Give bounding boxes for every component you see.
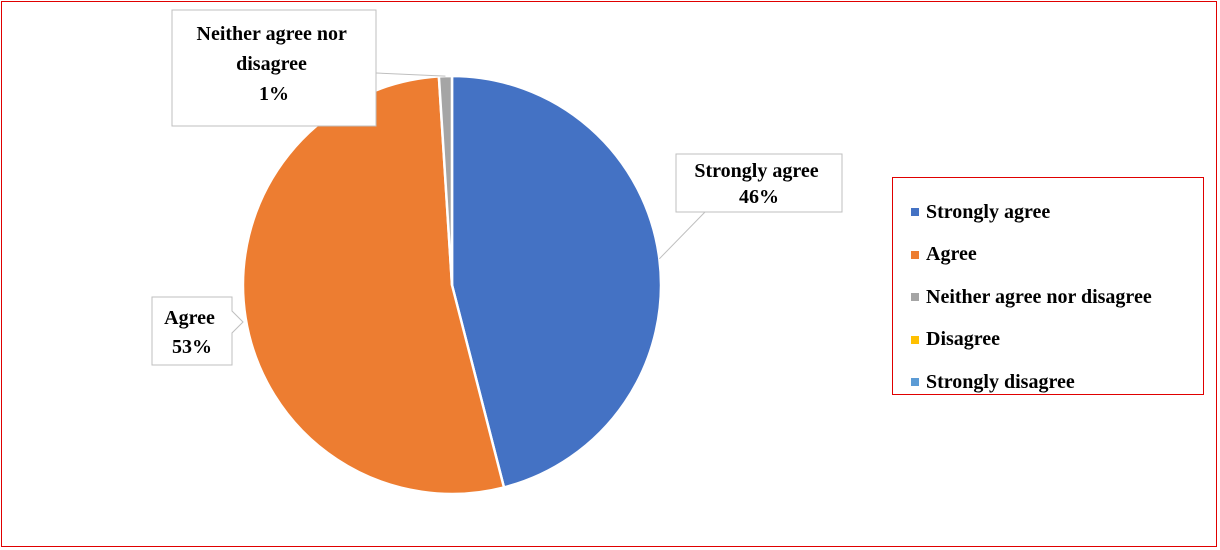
legend-swatch-strongly-disagree [911, 378, 919, 387]
legend: Strongly agree Agree Neither agree nor d… [892, 177, 1204, 395]
leader-lines [375, 72, 706, 260]
data-label-neither-line2: disagree [236, 53, 307, 75]
svg-text:Neither agree nor disagr: Neither agree nor disagree 1% [197, 23, 352, 105]
legend-label-strongly-disagree: Strongly disagree [926, 370, 1075, 393]
legend-swatch-neither [911, 293, 919, 302]
legend-item-neither: Neither agree nor disagree [911, 276, 1203, 319]
leader-line-strongly-agree [658, 211, 706, 260]
legend-swatch-disagree [911, 335, 919, 344]
data-label-strongly-agree-box [675, 153, 843, 213]
legend-item-disagree: Disagree [911, 319, 1203, 362]
svg-text:Agree 53%: Agree 53% [164, 307, 220, 358]
legend-label-strongly-agree: Strongly agree [926, 200, 1051, 223]
legend-label-neither: Neither agree nor disagree [926, 285, 1152, 308]
legend-item-strongly-disagree: Strongly disagree [911, 361, 1203, 404]
data-label-strongly-agree-line2: 46% [739, 186, 779, 208]
legend-swatch-strongly-agree [911, 208, 919, 217]
legend-item-agree: Agree [911, 234, 1203, 277]
data-label-agree-box [151, 296, 244, 366]
data-label-strongly-agree-line1: Strongly agree [694, 160, 818, 182]
data-label-agree-line2: 53% [172, 336, 212, 358]
data-label-neither-line1: Neither agree nor [197, 23, 347, 45]
data-label-agree: Agree 53% [151, 296, 244, 366]
legend-swatch-agree [911, 250, 919, 259]
leader-line-neither-agree-nor-disagree [375, 72, 446, 77]
data-label-neither-line3: 1% [259, 83, 289, 105]
pie-slice-neither-agree-nor-disagree [437, 74, 454, 287]
pie-slice-strongly-agree [450, 74, 663, 489]
legend-item-strongly-agree: Strongly agree [911, 191, 1203, 234]
data-label-agree-line1: Agree [164, 307, 215, 329]
svg-text:Strongly agree 46%: Strongly agree 46% [694, 160, 823, 208]
data-label-strongly-agree: Strongly agree 46% [675, 153, 843, 213]
pie-slices [241, 74, 663, 496]
data-label-neither-box [171, 9, 377, 127]
legend-label-agree: Agree [926, 243, 977, 266]
data-label-neither: Neither agree nor disagree 1% [171, 9, 377, 127]
legend-label-disagree: Disagree [926, 328, 1001, 351]
